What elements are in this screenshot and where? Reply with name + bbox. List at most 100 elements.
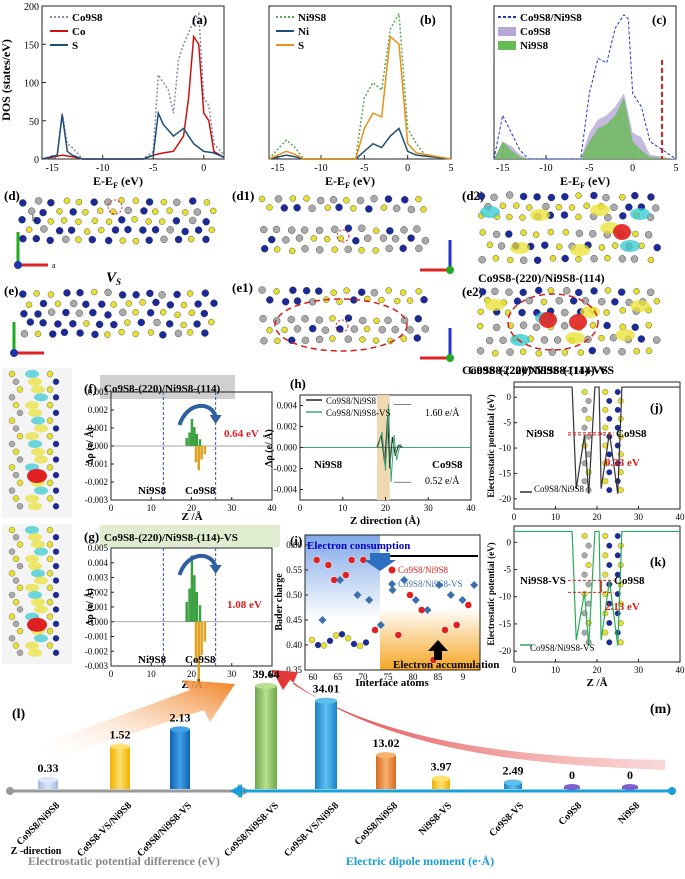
atom xyxy=(506,213,513,221)
atom xyxy=(421,236,430,245)
atom xyxy=(363,325,371,333)
dipole-bar xyxy=(255,685,277,789)
atom xyxy=(568,204,576,211)
dipole-bar-top xyxy=(564,784,580,790)
panel-h-xlabel: Z direction (Å) xyxy=(350,515,420,527)
x-tick-label: 0 xyxy=(512,665,517,675)
atom xyxy=(343,287,350,294)
axis-origin-e xyxy=(10,349,18,357)
atom xyxy=(401,196,409,204)
atom xyxy=(124,225,132,234)
atom xyxy=(499,336,507,345)
panel-k: 0-5-10-15-200 10 20 30 40 (k) Ni9S8-VS Co9S8… xyxy=(486,525,685,689)
atom xyxy=(32,234,40,243)
slab-atom xyxy=(585,542,592,549)
atom xyxy=(20,329,29,338)
atom xyxy=(598,334,605,342)
slab-atom xyxy=(581,552,588,559)
strip-atom xyxy=(52,456,60,463)
series-b-1 xyxy=(268,127,452,160)
atom xyxy=(477,192,486,200)
atom xyxy=(40,225,48,233)
panel-l-axis-start xyxy=(6,787,14,795)
slab-atom xyxy=(602,424,609,431)
cdd-positive-bar xyxy=(193,427,196,446)
epd-bar-value: 2.13 xyxy=(170,710,191,724)
slab-atom xyxy=(581,424,588,431)
atom xyxy=(34,310,42,318)
atom xyxy=(153,318,161,327)
x-tick-label: 70 xyxy=(359,672,369,682)
panel-i-ylabel: Bader charge xyxy=(274,573,285,631)
atom xyxy=(166,207,173,214)
slab-atom xyxy=(614,406,621,413)
atom xyxy=(118,216,126,224)
x-tick-label: 0 xyxy=(298,503,303,513)
epd-bar-top xyxy=(170,726,190,733)
dipole-bar-top xyxy=(504,779,522,786)
atom xyxy=(46,236,54,245)
slab-atom xyxy=(581,389,588,395)
atom xyxy=(370,289,379,297)
atom xyxy=(110,301,117,308)
atom xyxy=(293,204,301,212)
slab-atom xyxy=(606,542,613,549)
atom xyxy=(54,300,62,307)
panel-k-frame xyxy=(513,525,681,663)
x-tick-label: 20 xyxy=(593,512,603,522)
atom xyxy=(295,234,304,242)
legend-swatch xyxy=(388,566,396,574)
atom xyxy=(619,212,627,220)
atom xyxy=(273,288,280,295)
atom xyxy=(647,193,655,201)
panel-a-label: (a) xyxy=(192,12,207,27)
strip-atom xyxy=(16,562,24,570)
atom xyxy=(549,255,557,262)
inset-atom xyxy=(308,636,316,644)
x-tick-label: 75 xyxy=(384,672,394,682)
atom xyxy=(160,309,167,316)
isosurface-red xyxy=(613,224,631,240)
strip-iso xyxy=(34,547,48,556)
panel-c-xlabel: E-EF (eV) xyxy=(560,174,610,190)
atom xyxy=(618,255,627,263)
strip-atom xyxy=(16,409,24,417)
scatter-point-a xyxy=(464,601,473,609)
panel-f-co: Co9S8 xyxy=(185,485,216,497)
series-a-0 xyxy=(41,11,225,160)
y-tick-label: -0.002 xyxy=(85,477,108,487)
x-tick-label: 85 xyxy=(434,672,444,682)
atom xyxy=(118,291,127,299)
y-tick-label: -0.001 xyxy=(85,632,108,642)
strip-iso xyxy=(31,385,45,394)
panel-c-legend: Co9S8/Ni9S8 Co9S8 Ni9S8 xyxy=(498,12,582,52)
panel-j-plot: 0-5-10-15-200 10 20 30 40 xyxy=(499,386,685,522)
strip-atom xyxy=(52,562,60,570)
strip-iso xyxy=(28,562,42,571)
atom xyxy=(560,322,569,330)
atom xyxy=(590,254,598,263)
label-e: (e) xyxy=(4,283,18,298)
legend-label: Ni9S8 xyxy=(520,40,549,52)
atom xyxy=(646,288,655,297)
cdd-positive-bar xyxy=(190,555,194,622)
atom xyxy=(588,346,596,355)
atom xyxy=(288,336,296,344)
strip-atom xyxy=(46,526,54,534)
atom xyxy=(83,228,91,235)
atom xyxy=(60,217,68,224)
y-tick-label: 0.004 xyxy=(277,401,298,411)
strip-atom xyxy=(52,471,60,479)
strip-atom xyxy=(46,417,54,424)
strip-atom xyxy=(12,620,20,628)
atom xyxy=(27,207,36,215)
strip-atom xyxy=(16,584,24,591)
isosurface xyxy=(615,329,635,341)
series-b-2 xyxy=(268,35,452,160)
dipole-bar-value: 3.97 xyxy=(431,760,452,774)
atom xyxy=(132,309,139,316)
panel-h-legend: Co9S8/Ni9S8 Co9S8/Ni9S8-VS xyxy=(306,396,391,418)
atom xyxy=(187,235,195,243)
atom xyxy=(505,191,514,199)
atom xyxy=(519,214,526,221)
